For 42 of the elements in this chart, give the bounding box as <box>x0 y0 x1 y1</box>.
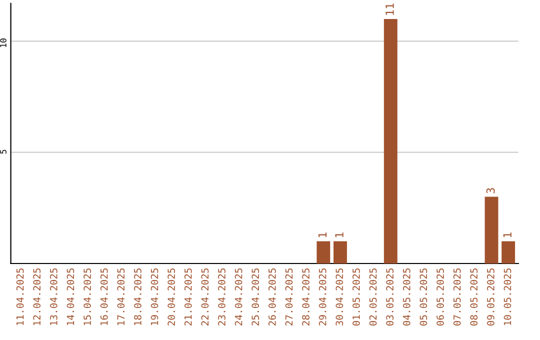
x-tick-label: 26.04.2025 <box>268 268 276 326</box>
x-tick-label: 12.04.2025 <box>33 268 41 326</box>
x-tick-label: 07.05.2025 <box>453 268 461 326</box>
bar <box>316 241 330 264</box>
x-tick-label: 17.04.2025 <box>117 268 125 326</box>
x-tick-label: 27.04.2025 <box>285 268 293 326</box>
x-tick-label: 02.05.2025 <box>369 268 377 326</box>
x-tick-label: 18.04.2025 <box>134 268 142 326</box>
y-tick-label: 5 <box>0 150 6 154</box>
data-label: 3 <box>486 188 495 194</box>
data-label: 1 <box>318 232 327 238</box>
x-tick-label: 15.04.2025 <box>84 268 91 326</box>
x-tick-label: 30.04.2025 <box>336 268 344 326</box>
x-tick-label: 23.04.2025 <box>218 268 226 326</box>
x-tick-label: 28.04.2025 <box>302 268 310 326</box>
x-tick-label: 09.05.2025 <box>487 268 494 326</box>
x-tick-label: 20.04.2025 <box>168 268 176 326</box>
x-tick-label: 16.04.2025 <box>100 268 108 326</box>
y-tick-label: 10 <box>0 38 6 48</box>
x-tick-label: 21.04.2025 <box>184 268 192 326</box>
x-tick-label: 10.05.2025 <box>504 268 512 326</box>
x-tick-label: 22.04.2025 <box>201 268 209 326</box>
x-tick-label: 08.05.2025 <box>470 268 478 326</box>
data-label: 1 <box>335 232 344 238</box>
x-tick-label: 04.05.2025 <box>402 268 410 326</box>
x-tick-label: 14.04.2025 <box>66 268 74 326</box>
data-label: 11 <box>386 4 394 15</box>
x-tick-label: 25.04.2025 <box>252 268 260 326</box>
x-tick-label: 06.05.2025 <box>436 268 444 326</box>
bar <box>484 196 498 264</box>
bar <box>502 241 516 264</box>
data-label: 1 <box>503 232 512 238</box>
x-tick-label: 13.04.2025 <box>50 268 58 326</box>
x-tick-label: 05.05.2025 <box>420 268 428 326</box>
x-tick-label: 19.04.2025 <box>150 268 158 326</box>
bar <box>384 18 398 264</box>
bar <box>334 241 347 264</box>
x-tick-label: 11.04.2025 <box>16 268 24 326</box>
x-tick-label: 29.04.2025 <box>318 268 326 326</box>
x-tick-label: 01.05.2025 <box>352 268 360 326</box>
x-tick-label: 24.04.2025 <box>234 268 242 326</box>
x-tick-label: 03.05.2025 <box>386 268 394 326</box>
